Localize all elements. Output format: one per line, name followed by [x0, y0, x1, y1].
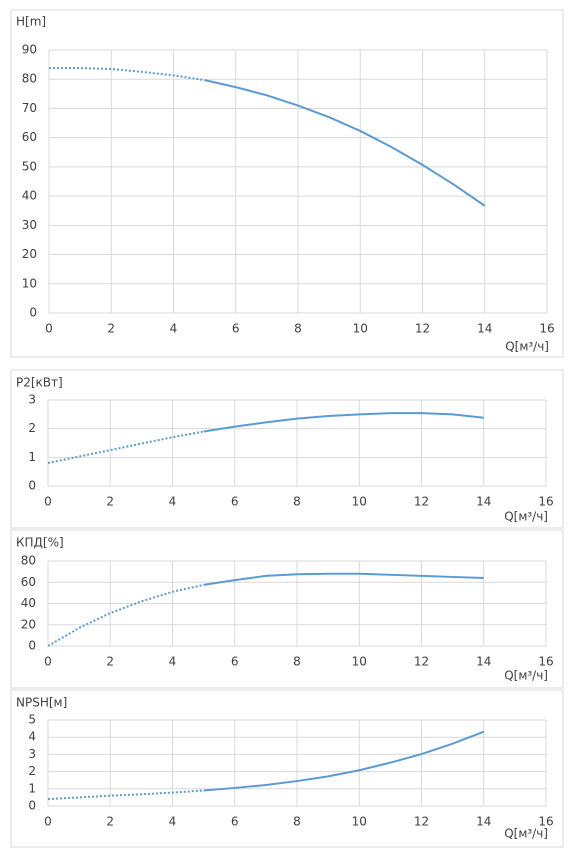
y-tick-label: 90 — [22, 43, 37, 57]
chart-frame — [10, 529, 564, 689]
y-tick-label: 1 — [28, 781, 36, 795]
y-tick-label: 0 — [28, 479, 36, 493]
x-tick-label: 16 — [538, 815, 553, 829]
x-tick-label: 6 — [231, 655, 239, 669]
y-tick-label: 3 — [28, 747, 36, 761]
data-line — [203, 412, 484, 433]
data-line-dotted — [47, 583, 204, 647]
y-tick-label: 0 — [28, 799, 36, 813]
y-tick-label: 80 — [22, 72, 37, 86]
chart-frame — [10, 689, 564, 848]
x-tick-label: 0 — [45, 322, 53, 336]
data-line-dotted — [47, 430, 204, 465]
y-tick-label: 20 — [21, 617, 36, 631]
x-tick-label: 8 — [293, 815, 301, 829]
y-tick-label: 3 — [28, 393, 36, 407]
y-tick-label: 60 — [22, 130, 37, 144]
x-tick-label: 14 — [476, 655, 491, 669]
x-tick-label: 2 — [107, 322, 115, 336]
x-tick-label: 16 — [539, 322, 554, 336]
x-tick-label: 10 — [352, 815, 367, 829]
y-tick-label: 40 — [22, 189, 37, 203]
x-tick-label: 4 — [169, 495, 177, 509]
x-tick-label: 12 — [414, 495, 429, 509]
x-tick-label: 4 — [170, 322, 178, 336]
x-tick-label: 12 — [414, 655, 429, 669]
x-axis-label: Q[м³/ч] — [505, 340, 549, 354]
x-tick-label: 8 — [293, 655, 301, 669]
y-tick-label: 5 — [28, 713, 36, 727]
y-tick-label: 2 — [28, 421, 36, 435]
x-axis-label: Q[м³/ч] — [504, 669, 548, 683]
x-tick-label: 10 — [352, 495, 367, 509]
y-tick-label: 1 — [28, 450, 36, 464]
x-axis-label: Q[м³/ч] — [504, 510, 548, 524]
chart-title: P2[кВт] — [16, 376, 63, 390]
x-tick-label: 12 — [414, 815, 429, 829]
data-line-dotted — [47, 789, 204, 801]
x-tick-label: 0 — [44, 655, 52, 669]
x-tick-label: 6 — [231, 815, 239, 829]
y-tick-label: 80 — [21, 554, 36, 568]
x-tick-label: 6 — [232, 322, 240, 336]
x-tick-label: 12 — [415, 322, 430, 336]
y-tick-label: 40 — [21, 596, 36, 610]
data-line — [203, 730, 485, 792]
y-tick-label: 60 — [21, 575, 36, 589]
y-tick-label: 0 — [29, 306, 37, 320]
x-tick-label: 16 — [538, 655, 553, 669]
x-tick-label: 4 — [169, 815, 177, 829]
x-tick-label: 2 — [106, 815, 114, 829]
y-tick-label: 2 — [28, 764, 36, 778]
chart-title: КПД[%] — [16, 536, 64, 550]
x-tick-label: 0 — [44, 815, 52, 829]
x-tick-label: 0 — [44, 495, 52, 509]
x-tick-label: 8 — [293, 495, 301, 509]
chart-frame — [10, 369, 564, 529]
data-line — [204, 79, 486, 207]
y-tick-label: 4 — [28, 730, 36, 744]
x-tick-label: 2 — [106, 495, 114, 509]
chart-title: NPSH[м] — [16, 696, 67, 710]
y-tick-label: 10 — [22, 276, 37, 290]
y-tick-label: 70 — [22, 101, 37, 115]
x-axis-label: Q[м³/ч] — [504, 827, 548, 841]
x-tick-label: 14 — [476, 815, 491, 829]
chart-frame — [10, 9, 564, 358]
x-tick-label: 2 — [106, 655, 114, 669]
x-tick-label: 14 — [476, 495, 491, 509]
y-tick-label: 30 — [22, 218, 37, 232]
x-tick-label: 8 — [294, 322, 302, 336]
x-tick-label: 16 — [538, 495, 553, 509]
data-line — [203, 572, 484, 586]
x-tick-label: 6 — [231, 495, 239, 509]
x-tick-label: 10 — [352, 655, 367, 669]
y-tick-label: 0 — [28, 639, 36, 653]
x-tick-label: 4 — [169, 655, 177, 669]
x-tick-label: 10 — [353, 322, 368, 336]
y-tick-label: 50 — [22, 159, 37, 173]
x-tick-label: 14 — [477, 322, 492, 336]
y-tick-label: 20 — [22, 247, 37, 261]
chart-title: H[m] — [16, 15, 46, 29]
data-line-dotted — [49, 67, 205, 82]
